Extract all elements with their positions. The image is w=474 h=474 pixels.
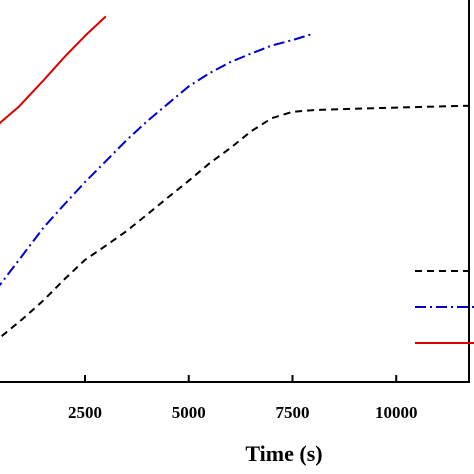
x-tick-label: 7500 [276, 403, 310, 422]
x-axis-tick-labels: 02500500075001000012500 [68, 403, 418, 422]
plot-frame [0, 0, 470, 383]
x-tick-label: 5000 [172, 403, 206, 422]
plot-area [0, 15, 474, 339]
x-tick-label: 10000 [375, 403, 418, 422]
legend [415, 270, 474, 344]
x-axis-ticks [84, 375, 398, 382]
x-axis-title: Time (s) [245, 441, 322, 466]
series-line-2 [0, 32, 314, 287]
x-tick-label: 2500 [68, 403, 102, 422]
series-line-3 [0, 15, 107, 125]
series-line-1 [0, 104, 474, 339]
